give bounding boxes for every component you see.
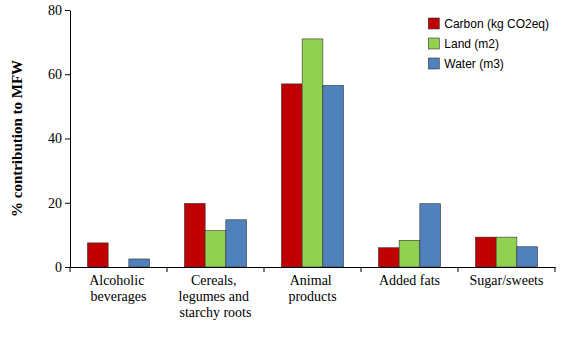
- x-tick-label: Cereals, legumes and starchy roots: [179, 273, 253, 320]
- bar: [281, 84, 302, 267]
- legend-item: Carbon (kg CO2eq): [428, 17, 549, 31]
- bar: [378, 248, 399, 267]
- y-axis-line: [70, 11, 71, 268]
- bar-series: [129, 85, 538, 267]
- y-tick: 60: [48, 67, 70, 82]
- x-tick: Sugar/sweets: [470, 267, 544, 288]
- x-boundary-ticks: [70, 267, 555, 272]
- y-tick-mark: [65, 10, 70, 11]
- bars: [87, 39, 537, 267]
- y-axis: 0 20 40 60 80: [48, 3, 71, 275]
- x-tick-label: Alcoholic beverages: [89, 273, 148, 304]
- legend-swatch: [428, 38, 439, 49]
- x-axis-line: [71, 267, 556, 268]
- x-boundary-tick: [361, 267, 362, 272]
- legend-swatch: [428, 18, 439, 29]
- y-tick-label: 80: [48, 3, 62, 18]
- x-tick: Alcoholic beverages: [89, 267, 148, 304]
- y-tick: 0: [55, 260, 70, 275]
- legend-label: Carbon (kg CO2eq): [444, 17, 549, 31]
- x-boundary-tick: [555, 267, 556, 272]
- legend: Carbon (kg CO2eq) Land (m2) Water (m3): [428, 17, 549, 71]
- x-boundary-tick: [70, 267, 71, 272]
- x-axis: Alcoholic beverages Cereals, legumes and …: [70, 267, 556, 320]
- bar: [399, 240, 420, 267]
- x-tick-label: Sugar/sweets: [470, 273, 544, 288]
- y-tick-mark: [65, 139, 70, 140]
- bar-series: [205, 39, 517, 267]
- bar: [108, 267, 129, 268]
- x-boundary-tick: [458, 267, 459, 272]
- chart: 0 20 40 60 80 Alcoholic beverages Cereals, leg…: [0, 0, 561, 337]
- x-tick: Added fats: [379, 267, 440, 288]
- y-tick-label: 0: [55, 260, 62, 275]
- y-tick-mark: [65, 267, 70, 268]
- y-tick: 40: [48, 131, 70, 146]
- bar: [226, 220, 247, 267]
- bar: [496, 237, 517, 267]
- y-axis-title: % contribution to MFW: [9, 60, 25, 217]
- x-tick: Cereals, legumes and starchy roots: [179, 267, 253, 320]
- bar: [517, 247, 538, 267]
- x-boundary-tick: [167, 267, 168, 272]
- y-tick-label: 40: [48, 131, 62, 146]
- x-tick-label: Added fats: [379, 273, 440, 288]
- y-tick-label: 20: [48, 196, 62, 211]
- x-boundary-tick: [264, 267, 265, 272]
- bar: [475, 237, 496, 267]
- y-tick-mark: [65, 74, 70, 75]
- bar-series: [87, 84, 496, 267]
- y-tick: 20: [48, 196, 70, 211]
- x-tick: Animal products: [288, 267, 336, 304]
- legend-item: Land (m2): [428, 37, 499, 51]
- bar: [184, 203, 205, 267]
- y-tick-label: 60: [48, 67, 62, 82]
- y-tick-mark: [65, 203, 70, 204]
- legend-swatch: [428, 58, 439, 69]
- bar: [323, 85, 344, 267]
- y-tick: 80: [48, 3, 70, 18]
- bar: [87, 243, 108, 267]
- bar: [420, 204, 441, 267]
- legend-label: Water (m3): [444, 57, 504, 71]
- bar: [302, 39, 323, 267]
- legend-item: Water (m3): [428, 57, 504, 71]
- legend-label: Land (m2): [444, 37, 499, 51]
- x-tick-label: Animal products: [288, 273, 336, 304]
- bar: [205, 231, 226, 267]
- plot: 0 20 40 60 80 Alcoholic beverages Cereals, leg…: [48, 3, 556, 320]
- bar: [129, 259, 150, 267]
